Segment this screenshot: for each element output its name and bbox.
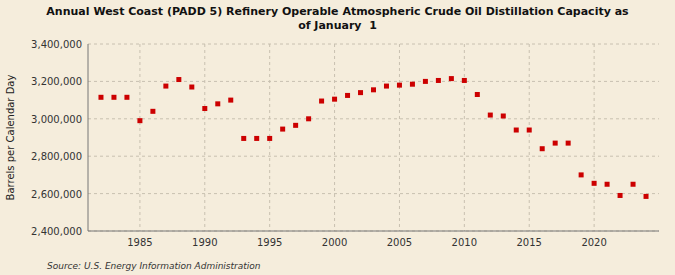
data-point: [306, 116, 311, 121]
x-tick-label: 2005: [387, 237, 412, 248]
x-tick-label: 2020: [581, 237, 606, 248]
x-tick-label: 1995: [257, 237, 282, 248]
data-point: [111, 95, 116, 100]
x-tick-label: 2015: [517, 237, 542, 248]
data-point: [488, 113, 493, 118]
x-grid-line: [594, 44, 595, 231]
data-point: [501, 113, 506, 118]
y-grid-line: [88, 44, 659, 45]
x-grid-line: [139, 44, 140, 231]
title: Annual West Coast (PADD 5) Refinery Oper…: [46, 5, 629, 32]
data-point: [579, 172, 584, 177]
data-point: [124, 95, 129, 100]
y-grid-line: [88, 118, 659, 119]
y-tick-label: 3,000,000: [31, 114, 82, 125]
y-grid-line: [88, 81, 659, 82]
data-point: [228, 98, 233, 103]
chart-container: 2,400,000 2,600,000 2,800,000 3,000,000 3,20…: [0, 0, 675, 275]
data-point: [98, 95, 103, 100]
ticks: 2,400,000 2,600,000 2,800,000 3,000,000 3,20…: [31, 39, 607, 248]
data-point: [241, 136, 246, 141]
data-point: [137, 118, 142, 123]
x-tick-label: 1985: [127, 237, 152, 248]
title-line: Annual West Coast (PADD 5) Refinery Oper…: [46, 5, 629, 18]
data-point: [332, 97, 337, 102]
x-grid-line: [334, 44, 335, 231]
y-tick-label: 2,400,000: [31, 226, 82, 237]
data-point: [618, 193, 623, 198]
data-point: [384, 84, 389, 89]
source-note: Source: U.S. Energy Information Administ…: [47, 261, 261, 271]
y-tick-label: 3,200,000: [31, 76, 82, 87]
data-point: [527, 128, 532, 133]
data-point: [553, 141, 558, 146]
x-grid-line: [204, 44, 205, 231]
data-point: [267, 136, 272, 141]
x-grid-line: [464, 44, 465, 231]
chart-svg: 2,400,000 2,600,000 2,800,000 3,000,000 3,20…: [0, 0, 675, 275]
data-point: [254, 136, 259, 141]
points: [98, 76, 648, 199]
y-axis-label: Barrels per Calendar Day: [5, 75, 16, 201]
data-point: [475, 92, 480, 97]
grid: [88, 44, 659, 231]
data-point: [449, 76, 454, 81]
data-point: [358, 90, 363, 95]
data-point: [605, 182, 610, 187]
data-point: [566, 141, 571, 146]
y-grid-line: [88, 193, 659, 194]
y-axis-line: [88, 44, 89, 231]
data-point: [514, 128, 519, 133]
y-tick-label: 2,600,000: [31, 189, 82, 200]
y-grid-line: [88, 156, 659, 157]
data-point: [202, 106, 207, 111]
x-tick-label: 1990: [192, 237, 217, 248]
y-grid-line: [88, 231, 659, 232]
data-point: [436, 78, 441, 83]
data-point: [280, 127, 285, 132]
data-point: [644, 194, 649, 199]
data-point: [371, 87, 376, 92]
x-grid-line: [399, 44, 400, 231]
x-tick-label: 2010: [452, 237, 477, 248]
data-point: [215, 101, 220, 106]
data-point: [163, 84, 168, 89]
y-tick-label: 3,400,000: [31, 39, 82, 50]
data-point: [540, 146, 545, 151]
data-point: [397, 83, 402, 88]
data-point: [150, 109, 155, 114]
data-point: [423, 79, 428, 84]
data-point: [189, 85, 194, 90]
data-point: [462, 78, 467, 83]
title-line: of January 1: [298, 19, 377, 32]
data-point: [345, 93, 350, 98]
x-tick-label: 2000: [322, 237, 347, 248]
data-point: [176, 77, 181, 82]
data-point: [631, 182, 636, 187]
x-grid-line: [529, 44, 530, 231]
data-point: [293, 123, 298, 128]
data-point: [592, 181, 597, 186]
y-tick-label: 2,800,000: [31, 151, 82, 162]
data-point: [319, 99, 324, 104]
data-point: [410, 82, 415, 87]
x-axis-line: [88, 231, 659, 232]
